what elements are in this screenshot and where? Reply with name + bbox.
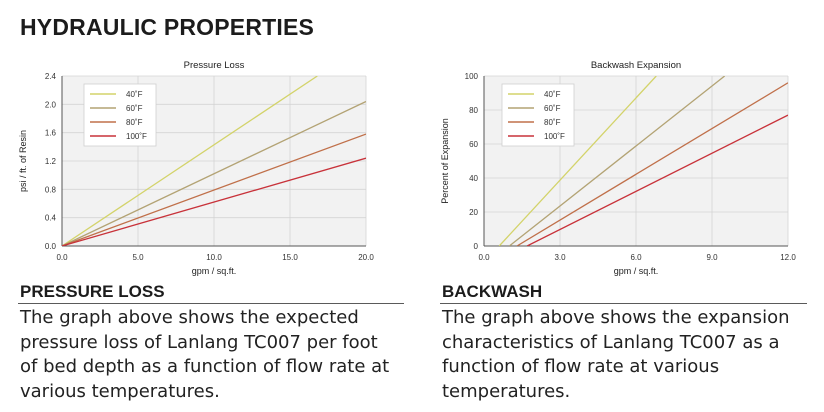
y-tick-label: 80	[469, 106, 478, 115]
series-line-60-f	[508, 76, 726, 246]
chart-legend: 40˚F 60˚F 80˚F 100˚F	[501, 83, 575, 147]
x-tick-label: 12.0	[780, 253, 796, 262]
x-tick-label: 0.0	[56, 253, 68, 262]
series-line-60-f	[62, 100, 366, 246]
chart-title: Pressure Loss	[184, 60, 245, 71]
y-tick-label: 1.6	[45, 129, 57, 138]
legend-label-80-f: 80˚F	[126, 118, 143, 127]
x-tick-label: 20.0	[358, 253, 374, 262]
y-tick-label: 2.0	[45, 100, 57, 109]
y-tick-label: 0.8	[45, 185, 57, 194]
y-tick-label: 0.4	[45, 214, 57, 223]
series-line-80-f	[62, 133, 366, 246]
legend-label-80-f: 80˚F	[544, 118, 561, 127]
legend-label-60-f: 60˚F	[126, 104, 143, 113]
x-tick-label: 0.0	[478, 253, 490, 262]
series-line-100-f	[526, 114, 788, 246]
y-tick-label: 40	[469, 174, 478, 183]
x-tick-label: 15.0	[282, 253, 298, 262]
y-tick-label: 0	[474, 242, 479, 251]
x-tick-label: 5.0	[132, 253, 144, 262]
series-line-100-f	[62, 157, 366, 246]
y-tick-label: 20	[469, 208, 478, 217]
x-tick-label: 9.0	[706, 253, 718, 262]
legend-label-100-f: 100˚F	[544, 132, 565, 141]
x-axis-label: gpm / sq.ft.	[192, 266, 237, 276]
y-axis-label: Percent of Expansion	[440, 118, 450, 204]
backwash-description: The graph above shows the expansion char…	[442, 307, 790, 402]
y-axis-label: psi / ft. of Resin	[18, 130, 28, 192]
series-line-40-f	[62, 76, 318, 246]
legend-label-40-f: 40˚F	[126, 90, 143, 99]
x-tick-label: 10.0	[206, 253, 222, 262]
pressure-loss-description: The graph above shows the expected press…	[20, 307, 390, 402]
chart-title: Backwash Expansion	[591, 60, 681, 71]
x-axis-label: gpm / sq.ft.	[614, 266, 659, 276]
x-tick-label: 3.0	[554, 253, 566, 262]
legend-label-100-f: 100˚F	[126, 132, 147, 141]
chart-legend: 40˚F 60˚F 80˚F 100˚F	[83, 83, 157, 147]
backwash-heading: BACKWASH	[442, 282, 543, 301]
y-tick-label: 0.0	[45, 242, 57, 251]
y-tick-label: 1.2	[45, 157, 57, 166]
y-tick-label: 2.4	[45, 72, 57, 81]
pressure-loss-divider	[18, 303, 404, 304]
legend-label-60-f: 60˚F	[544, 104, 561, 113]
backwash-expansion-chart: 0 20 40 60 80 100 0.0 3.0 6.0 9.0 12.0 40˚F 60˚F 80˚F…	[440, 60, 796, 276]
pressure-loss-heading: PRESSURE LOSS	[20, 282, 165, 301]
pressure-loss-chart: 0.0 0.4 0.8 1.2 1.6 2.0 2.4 0.0 5.0 10.0 15.0 20.0 4…	[18, 60, 374, 276]
page-title: HYDRAULIC PROPERTIES	[20, 14, 315, 40]
legend-label-40-f: 40˚F	[544, 90, 561, 99]
series-line-40-f	[498, 76, 657, 246]
series-line-80-f	[516, 82, 788, 246]
backwash-divider	[440, 303, 807, 304]
x-tick-label: 6.0	[630, 253, 642, 262]
y-tick-label: 60	[469, 140, 478, 149]
y-tick-label: 100	[465, 72, 479, 81]
